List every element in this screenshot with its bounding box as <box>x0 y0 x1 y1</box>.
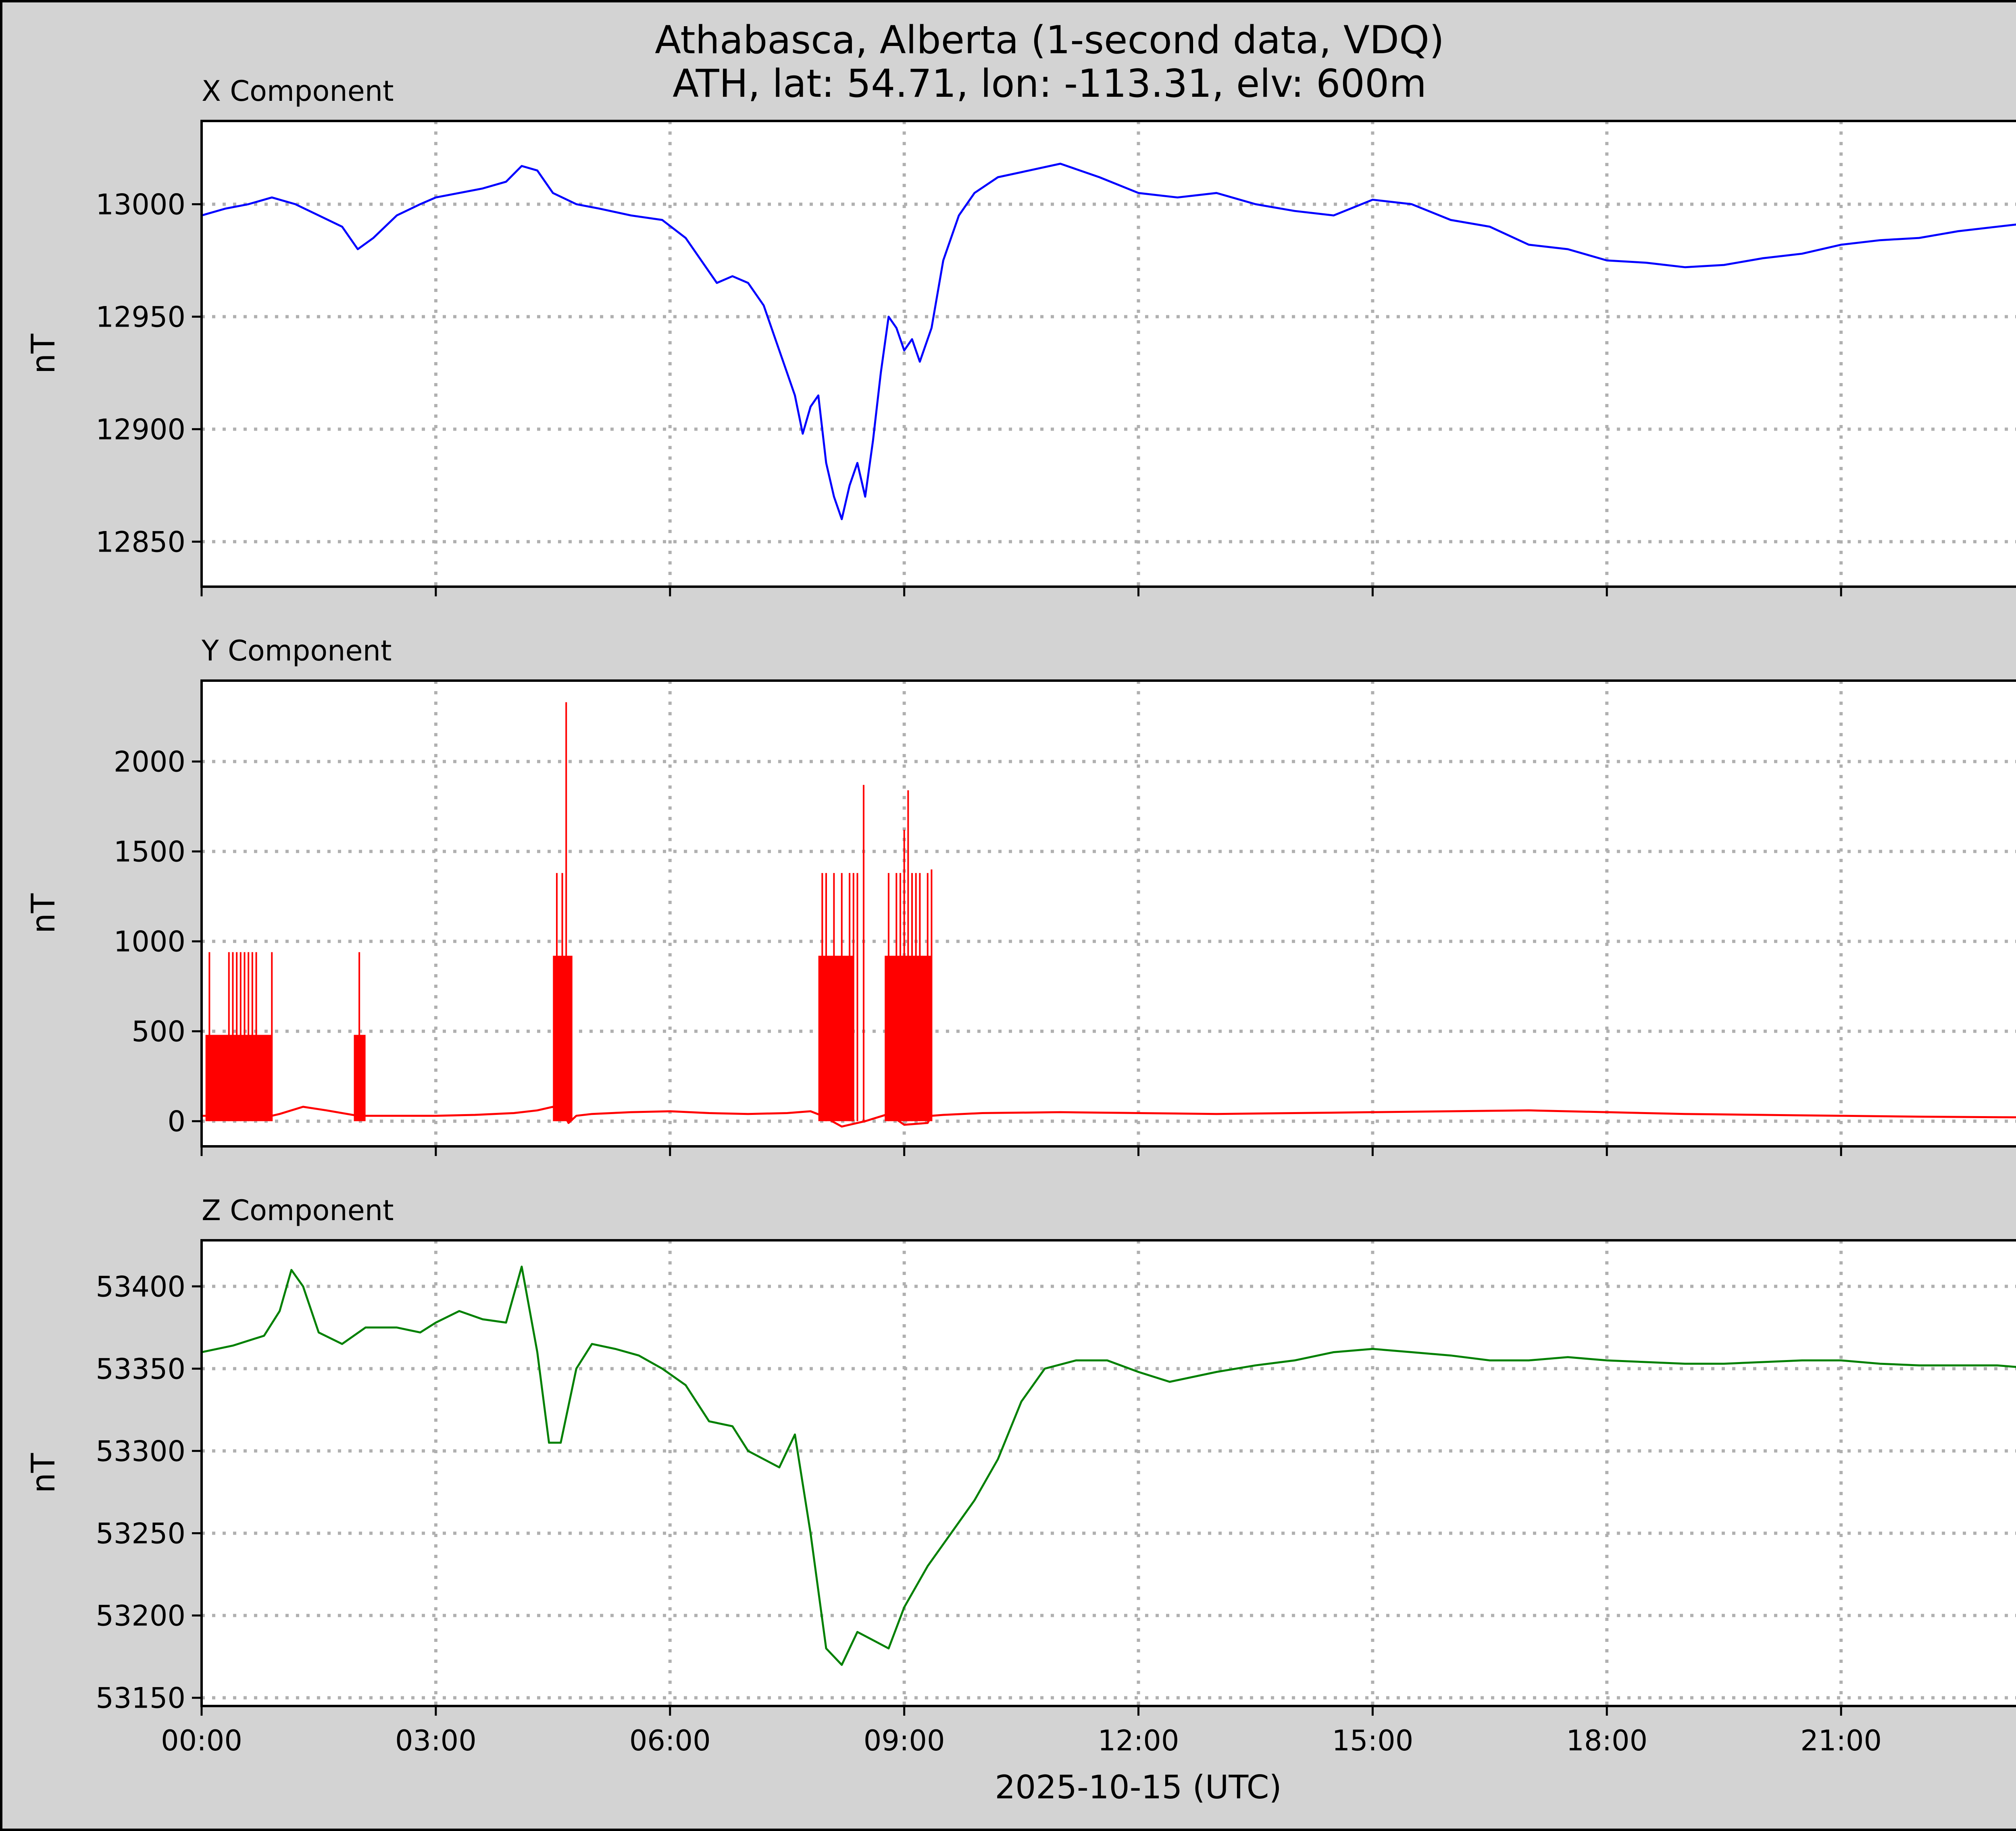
y-tick-label: 500 <box>131 1015 185 1048</box>
panel-title: Y Component <box>201 634 392 667</box>
plot-area <box>202 681 2016 1146</box>
y-tick-label: 12900 <box>96 413 185 446</box>
x-tick-label: 03:00 <box>395 1724 477 1757</box>
y-axis-label: nT <box>25 893 62 934</box>
figure-title-line2: ATH, lat: 54.71, lon: -113.31, elv: 600m <box>673 62 1427 106</box>
y-axis-label: nT <box>25 333 62 374</box>
y-axis-label: nT <box>25 1453 62 1494</box>
x-axis-label: 2025-10-15 (UTC) <box>995 1769 1281 1806</box>
figure-title-line1: Athabasca, Alberta (1-second data, VDQ) <box>655 18 1444 62</box>
y-tick-label: 53150 <box>96 1682 185 1715</box>
spike-burst-block <box>205 1035 272 1121</box>
panel-1: 12850 12900 12950 13000 X Component nT <box>25 75 2016 596</box>
y-tick-label: 12850 <box>96 525 185 558</box>
panels-group: 12850 12900 12950 13000 X Component nT 0 500 100… <box>25 75 2016 1757</box>
y-tick-label: 12950 <box>96 300 185 333</box>
series-line <box>202 162 2016 521</box>
plot-area <box>202 121 2016 587</box>
y-tick-label: 53400 <box>96 1270 185 1303</box>
y-tick-label: 53200 <box>96 1600 185 1633</box>
x-tick-label: 06:00 <box>629 1724 711 1757</box>
x-tick-label: 18:00 <box>1566 1724 1647 1757</box>
y-tick-label: 13000 <box>96 188 185 221</box>
y-tick-label: 1500 <box>114 835 185 869</box>
y-tick-label: 53350 <box>96 1352 185 1385</box>
series-line <box>202 1106 2016 1128</box>
panel-title: X Component <box>202 75 394 108</box>
panel-title: Z Component <box>202 1194 394 1227</box>
series-line <box>202 1265 2016 1666</box>
panel-3: 00:00 03:00 06:00 09:00 12:00 15:00 18:00 21:00… <box>25 1194 2016 1757</box>
x-tick-label: 09:00 <box>864 1724 945 1757</box>
x-tick-label: 15:00 <box>1332 1724 1414 1757</box>
y-tick-label: 2000 <box>114 746 185 779</box>
y-tick-label: 1000 <box>114 925 185 958</box>
spike-burst-block <box>818 956 854 1121</box>
plot-area <box>202 1240 2016 1706</box>
axes-frame <box>200 120 2016 588</box>
axes-frame <box>200 1239 2016 1707</box>
x-tick-label: 00:00 <box>161 1724 242 1757</box>
y-tick-label: 53250 <box>96 1517 185 1550</box>
x-tick-label: 12:00 <box>1098 1724 1179 1757</box>
y-tick-label: 53300 <box>96 1435 185 1468</box>
x-tick-label: 21:00 <box>1800 1724 1882 1757</box>
panel-2: 0 500 1000 1500 2000 Y Component nT <box>25 634 2016 1156</box>
axes-frame <box>200 679 2016 1148</box>
y-tick-label: 0 <box>167 1105 185 1138</box>
